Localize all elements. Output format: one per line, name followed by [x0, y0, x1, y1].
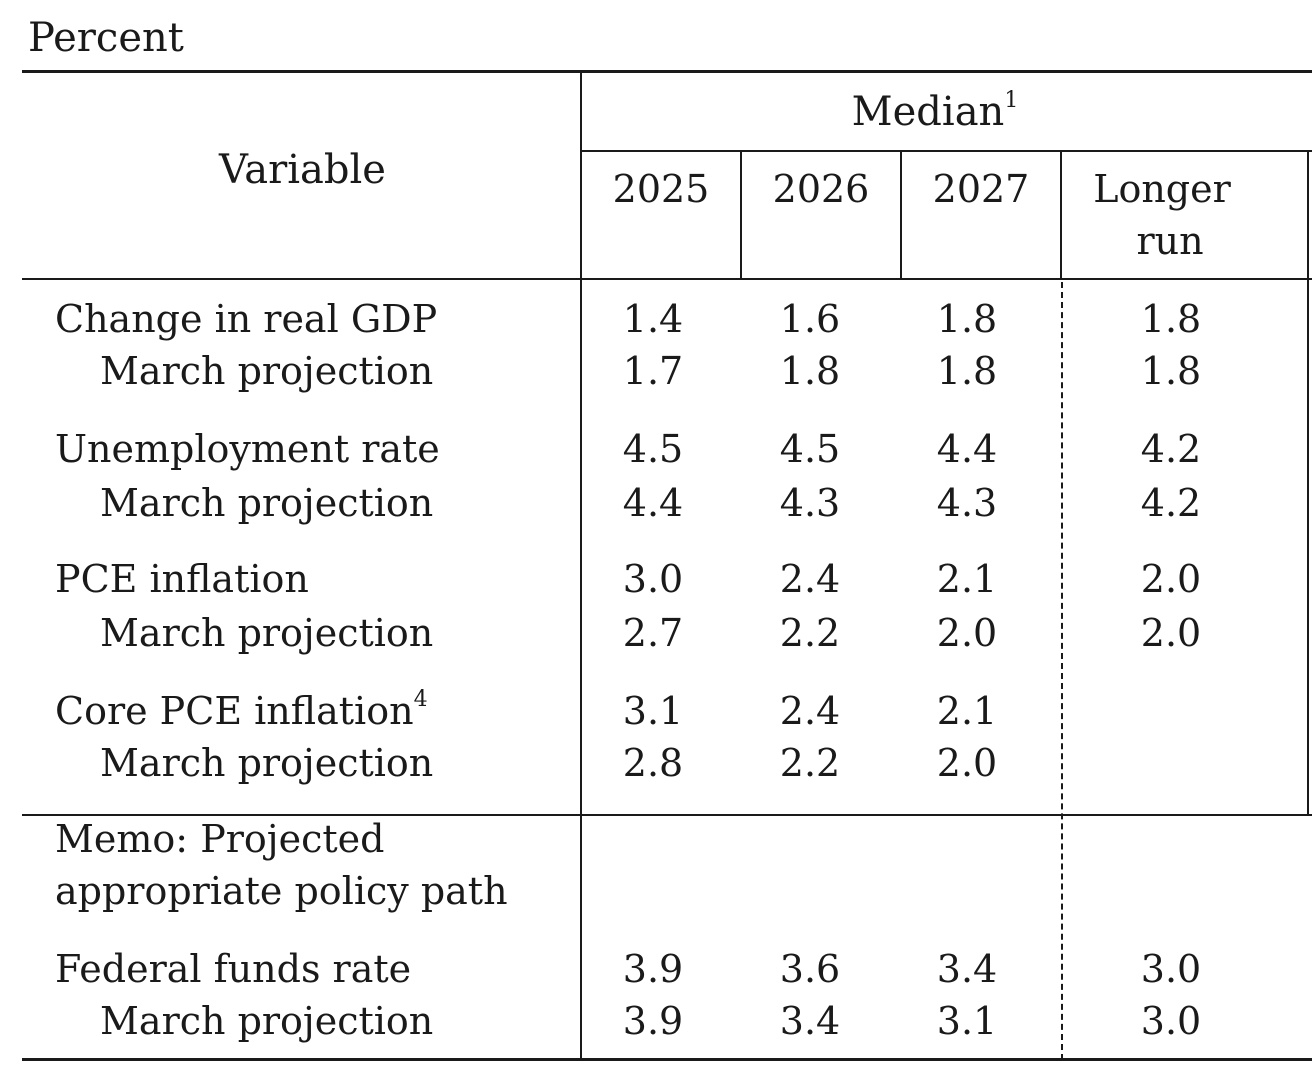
column-header-longer-run-line2: run	[1136, 219, 1204, 263]
median-header: Median1	[820, 89, 1050, 135]
top-rule	[22, 70, 1312, 73]
row-label-core-pce-text: Core PCE inflation	[55, 689, 414, 733]
cell-pce-march-2026: 2.2	[779, 611, 841, 655]
cell-pce-2027: 2.1	[936, 557, 998, 601]
column-header-2025: 2025	[612, 167, 710, 211]
cell-gdp-march-2027: 1.8	[936, 349, 998, 393]
median-footnote-marker: 1	[1004, 88, 1019, 113]
cell-unemployment-march-2026: 4.3	[779, 481, 841, 525]
cell-unemployment-2026: 4.5	[779, 427, 841, 471]
column-divider-2027	[900, 150, 902, 280]
memo-line-2: appropriate policy path	[55, 869, 508, 913]
cell-pce-2026: 2.4	[779, 557, 841, 601]
cell-pce-march-longer-run: 2.0	[1140, 611, 1202, 655]
column-header-2026: 2026	[772, 167, 870, 211]
cell-fed-funds-longer-run: 3.0	[1140, 947, 1202, 991]
row-label-fed-funds: Federal funds rate	[55, 947, 412, 991]
cell-core-pce-2027: 2.1	[936, 689, 998, 733]
row-label-pce: PCE inflation	[55, 557, 309, 601]
cell-unemployment-march-longer-run: 4.2	[1140, 481, 1202, 525]
cell-fed-funds-2027: 3.4	[936, 947, 998, 991]
cell-core-pce-march-2027: 2.0	[936, 741, 998, 785]
cell-gdp-march-2026: 1.8	[779, 349, 841, 393]
row-label-core-pce-march: March projection	[100, 741, 434, 785]
cell-fed-funds-2025: 3.9	[622, 947, 684, 991]
cell-unemployment-2025: 4.5	[622, 427, 684, 471]
row-label-gdp-march: March projection	[100, 349, 434, 393]
cell-gdp-2025: 1.4	[622, 297, 684, 341]
row-label-gdp: Change in real GDP	[55, 297, 438, 341]
median-rule	[582, 150, 1312, 152]
cell-gdp-longer-run: 1.8	[1140, 297, 1202, 341]
memo-rule	[22, 814, 1312, 816]
longer-run-dashed-divider	[1061, 282, 1063, 1060]
cell-fed-funds-2026: 3.6	[779, 947, 841, 991]
cell-pce-2025: 3.0	[622, 557, 684, 601]
column-header-longer-run-line1: Longer	[1093, 167, 1231, 211]
core-pce-footnote-marker: 4	[413, 687, 428, 712]
cell-gdp-2026: 1.6	[779, 297, 841, 341]
cell-core-pce-2026: 2.4	[779, 689, 841, 733]
cell-pce-march-2025: 2.7	[622, 611, 684, 655]
cell-gdp-march-longer-run: 1.8	[1140, 349, 1202, 393]
cell-unemployment-2027: 4.4	[936, 427, 998, 471]
bottom-rule	[22, 1058, 1312, 1061]
cell-core-pce-2025: 3.1	[622, 689, 684, 733]
cell-core-pce-march-2025: 2.8	[622, 741, 684, 785]
cell-fed-funds-march-2026: 3.4	[779, 999, 841, 1043]
row-label-fed-funds-march: March projection	[100, 999, 434, 1043]
row-label-unemployment-march: March projection	[100, 481, 434, 525]
cell-fed-funds-march-2025: 3.9	[622, 999, 684, 1043]
cell-unemployment-longer-run: 4.2	[1140, 427, 1202, 471]
cell-pce-march-2027: 2.0	[936, 611, 998, 655]
units-label: Percent	[28, 15, 184, 61]
column-divider-longer-run	[1060, 150, 1062, 280]
variable-header: Variable	[219, 147, 386, 193]
column-header-2027: 2027	[932, 167, 1030, 211]
variable-column-divider	[580, 70, 582, 1060]
column-divider-2026	[740, 150, 742, 280]
cell-unemployment-march-2027: 4.3	[936, 481, 998, 525]
cell-gdp-2027: 1.8	[936, 297, 998, 341]
cell-core-pce-march-2026: 2.2	[779, 741, 841, 785]
cell-fed-funds-march-longer-run: 3.0	[1140, 999, 1202, 1043]
row-label-core-pce: Core PCE inflation4	[55, 689, 428, 733]
header-bottom-rule	[22, 278, 1312, 280]
memo-line-1: Memo: Projected	[55, 817, 385, 861]
row-label-pce-march: March projection	[100, 611, 434, 655]
cell-fed-funds-march-2027: 3.1	[936, 999, 998, 1043]
cell-pce-longer-run: 2.0	[1140, 557, 1202, 601]
right-edge-rule	[1307, 150, 1309, 815]
row-label-unemployment: Unemployment rate	[55, 427, 440, 471]
cell-gdp-march-2025: 1.7	[622, 349, 684, 393]
cell-unemployment-march-2025: 4.4	[622, 481, 684, 525]
median-header-label: Median	[851, 89, 1005, 135]
